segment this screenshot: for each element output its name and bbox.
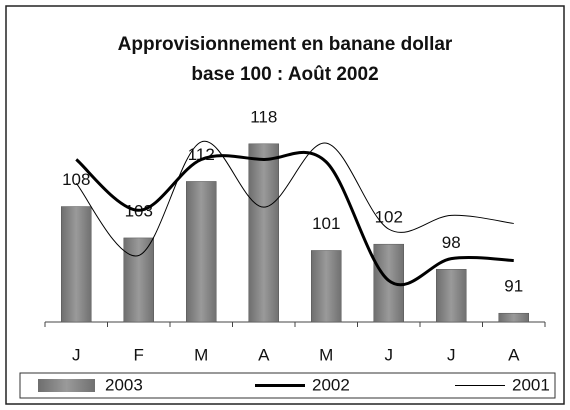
- x-tick-label: F: [134, 345, 144, 364]
- bar: [61, 206, 92, 323]
- x-tick-label: M: [194, 345, 208, 364]
- chart-title: Approvisionnement en banane dollar: [118, 34, 453, 55]
- x-tick-label: M: [319, 345, 333, 364]
- legend-label: 2001: [512, 375, 550, 394]
- bar: [186, 181, 217, 323]
- line-series: [75, 141, 514, 257]
- legend: [19, 372, 556, 399]
- data-label: 108: [62, 170, 90, 189]
- x-tick-label: A: [258, 345, 270, 364]
- legend-label: 2002: [312, 375, 350, 394]
- bar: [123, 237, 154, 323]
- data-label: 112: [188, 145, 215, 164]
- data-label: 118: [250, 107, 277, 126]
- legend-label: 2003: [105, 375, 143, 394]
- data-label: 102: [375, 208, 403, 227]
- line-series: [75, 150, 514, 287]
- data-label: 98: [442, 233, 461, 252]
- bar: [248, 143, 279, 323]
- bar: [311, 250, 342, 323]
- legend-swatch: [38, 379, 95, 392]
- x-tick-label: J: [447, 345, 456, 364]
- x-tick-label: A: [508, 345, 520, 364]
- bar: [498, 312, 529, 323]
- bar: [436, 269, 467, 323]
- x-tick-label: J: [72, 345, 81, 364]
- data-label: 91: [504, 277, 523, 296]
- data-label: 101: [312, 214, 340, 233]
- x-tick-label: J: [385, 345, 394, 364]
- chart-subtitle: base 100 : Août 2002: [191, 64, 378, 85]
- frame: [5, 5, 565, 405]
- bar: [373, 243, 404, 323]
